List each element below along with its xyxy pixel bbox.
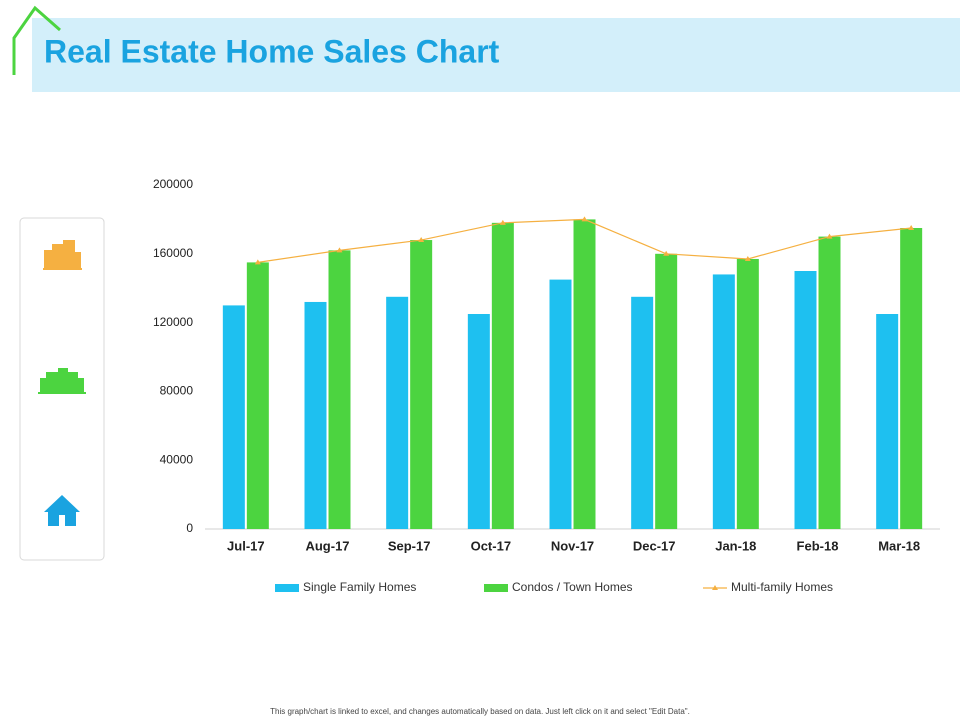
line-marker xyxy=(663,250,670,256)
legend-label: Single Family Homes xyxy=(303,580,416,594)
bar xyxy=(573,219,596,529)
bar xyxy=(410,240,433,530)
bar xyxy=(222,305,245,529)
x-tick-label: Sep-17 xyxy=(388,538,431,553)
y-tick-label: 120000 xyxy=(153,315,193,329)
y-tick-label: 40000 xyxy=(160,452,194,466)
line-marker xyxy=(908,225,915,230)
bar xyxy=(631,296,654,529)
x-tick-label: Nov-17 xyxy=(551,538,594,553)
bar xyxy=(386,296,409,529)
x-tick-label: Aug-17 xyxy=(305,538,349,553)
bar xyxy=(491,222,514,529)
bar xyxy=(549,279,572,529)
bar xyxy=(876,314,899,529)
line-marker xyxy=(499,219,506,225)
bar xyxy=(900,228,923,529)
y-tick-label: 0 xyxy=(186,521,193,535)
factory-icon xyxy=(38,368,86,394)
line-marker xyxy=(744,255,751,261)
x-tick-label: Feb-18 xyxy=(797,538,839,553)
x-tick-label: Jul-17 xyxy=(227,538,265,553)
x-tick-label: Mar-18 xyxy=(878,538,920,553)
y-tick-label: 200000 xyxy=(153,177,193,191)
legend-swatch xyxy=(484,584,508,592)
house-icon xyxy=(44,495,80,526)
bar xyxy=(467,314,490,529)
x-tick-label: Oct-17 xyxy=(471,538,511,553)
line-marker xyxy=(254,259,261,265)
footnote: This graph/chart is linked to excel, and… xyxy=(270,707,690,716)
line-marker xyxy=(581,216,588,222)
bar xyxy=(736,258,759,529)
buildings-icon xyxy=(43,240,82,270)
legend-label: Multi-family Homes xyxy=(731,580,833,594)
bar xyxy=(818,236,841,529)
legend-swatch xyxy=(275,584,299,592)
line-marker xyxy=(336,247,343,253)
legend-label: Condos / Town Homes xyxy=(512,580,633,594)
bar xyxy=(655,253,678,530)
house-outline xyxy=(12,5,61,75)
bar xyxy=(328,250,351,530)
line-marker xyxy=(418,237,425,243)
y-tick-label: 160000 xyxy=(153,246,193,260)
y-tick-label: 80000 xyxy=(160,384,194,398)
title-band xyxy=(32,18,960,92)
chart: 0 40000 80000 120000 160000 200000 Jul-17 Aug-1… xyxy=(153,177,940,594)
x-tick-label: Dec-17 xyxy=(633,538,676,553)
bar xyxy=(246,262,269,529)
x-tick-label: Jan-18 xyxy=(715,538,756,553)
slide-title: Real Estate Home Sales Chart xyxy=(44,33,500,69)
bar xyxy=(794,271,817,529)
line-marker xyxy=(826,233,833,239)
bar xyxy=(712,274,735,529)
legend-swatch xyxy=(712,585,718,590)
bar xyxy=(304,301,327,529)
